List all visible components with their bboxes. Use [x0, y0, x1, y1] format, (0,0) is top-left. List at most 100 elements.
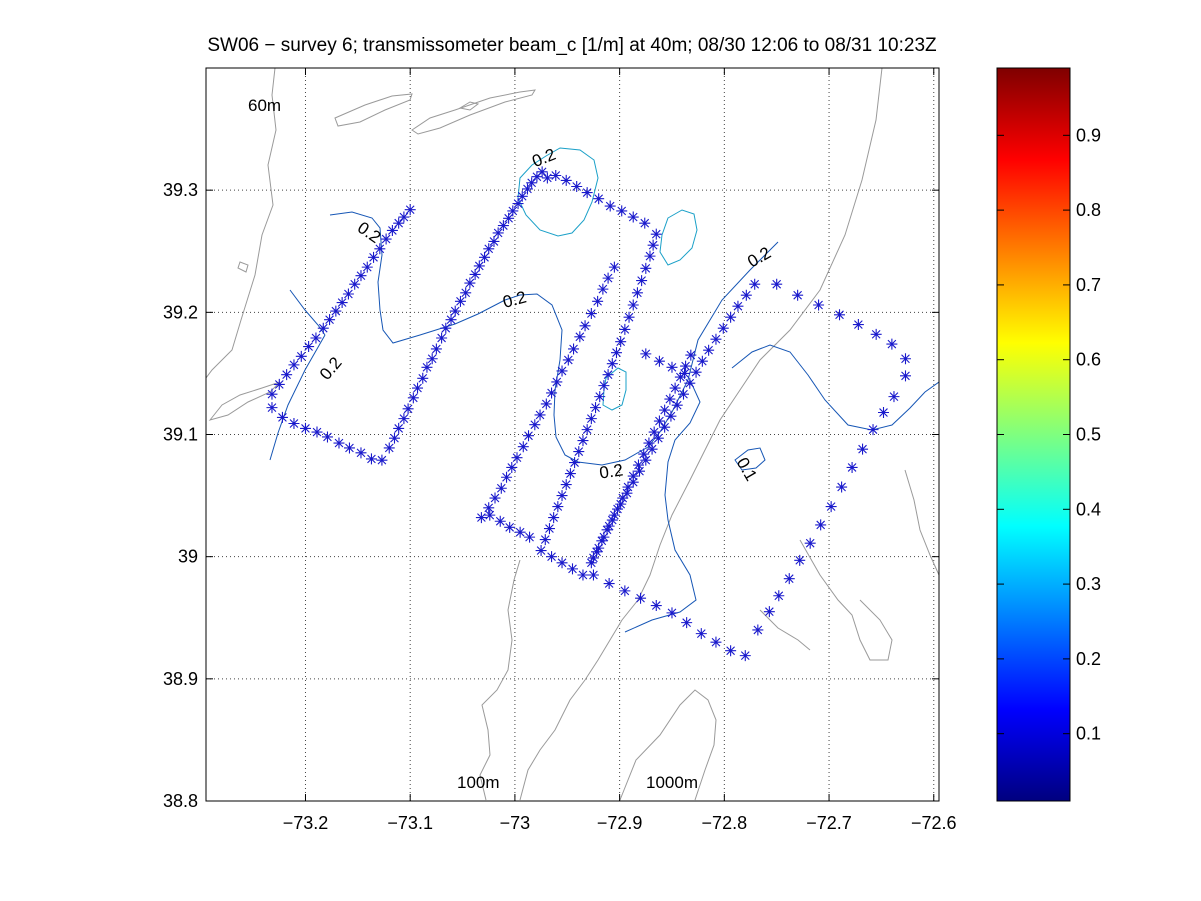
station-marker [888, 391, 900, 403]
station-marker [445, 314, 457, 326]
station-marker [602, 272, 614, 284]
station-marker [679, 367, 691, 379]
bathymetry-layer [206, 68, 939, 801]
x-tick-label: −72.7 [806, 813, 852, 833]
station-marker [608, 509, 620, 521]
station-marker [653, 415, 665, 427]
station-marker [501, 471, 513, 483]
station-marker [616, 205, 628, 217]
station-marker [666, 607, 678, 619]
station-marker [648, 426, 660, 438]
station-marker [333, 437, 345, 449]
station-marker [569, 457, 581, 469]
station-marker [556, 365, 568, 377]
station-marker [504, 521, 516, 533]
station-marker [615, 498, 627, 510]
station-marker [771, 278, 783, 290]
isobath-label-100m: 100m [457, 773, 500, 792]
colorbar [996, 67, 1071, 802]
station-marker [597, 283, 609, 295]
station-marker [596, 535, 608, 547]
contour-light-0-2 [602, 367, 627, 411]
station-marker [449, 305, 461, 317]
station-marker [541, 172, 553, 184]
station-marker [464, 277, 476, 289]
station-marker [652, 432, 664, 444]
station-marker [546, 387, 558, 399]
station-marker [552, 501, 564, 513]
station-marker [388, 432, 400, 444]
station-marker [763, 606, 775, 618]
station-marker [507, 205, 519, 217]
station-marker [659, 421, 671, 433]
station-marker [703, 344, 715, 356]
station-marker [594, 391, 606, 403]
station-marker [804, 537, 816, 549]
station-marker [581, 424, 593, 436]
station-marker [813, 299, 825, 311]
station-marker [794, 554, 806, 566]
station-marker [342, 288, 354, 300]
y-tick-label: 39 [178, 547, 198, 567]
canyon-contour [619, 689, 717, 801]
station-marker [749, 278, 761, 290]
station-marker [524, 531, 536, 543]
station-marker [579, 320, 591, 332]
station-marker [276, 411, 288, 423]
station-marker [646, 443, 658, 455]
station-marker [421, 361, 433, 373]
station-marker [567, 563, 578, 575]
station-marker [640, 454, 652, 466]
station-marker [556, 557, 568, 569]
station-marker [536, 166, 548, 178]
station-marker [732, 300, 744, 312]
station-marker [592, 295, 604, 307]
station-marker [717, 322, 729, 334]
shelf-fragment [237, 261, 249, 273]
station-marker [593, 542, 605, 554]
y-tick-label: 39.3 [163, 180, 198, 200]
y-tick-label: 39.2 [163, 302, 198, 322]
station-marker [680, 360, 692, 372]
station-marker [647, 239, 659, 251]
axes: −73.2 −73.1 −73 −72.9 −72.8 −72.7 −72.6 38.8 38.… [163, 68, 957, 833]
station-marker [494, 515, 506, 527]
station-marker [574, 331, 586, 343]
station-marker [619, 323, 631, 335]
station-marker [627, 476, 639, 488]
station-marker [349, 278, 361, 290]
station-marker [506, 461, 518, 473]
station-marker [492, 227, 504, 239]
y-tick-label: 38.9 [163, 669, 198, 689]
station-marker [273, 378, 285, 390]
station-marker [664, 393, 676, 405]
station-marker [585, 413, 597, 425]
station-marker [666, 361, 678, 373]
station-marker [288, 418, 300, 430]
station-marker [725, 645, 737, 657]
station-marker [695, 628, 707, 640]
chart-title: SW06 − survey 6; transmissometer beam_c … [207, 35, 937, 56]
station-marker [634, 465, 646, 477]
colorbar-tick-label: 0.7 [1076, 275, 1101, 295]
station-marker [581, 187, 593, 199]
station-marker [603, 578, 615, 590]
station-marker [577, 435, 589, 447]
station-marker [374, 243, 386, 255]
station-marker [512, 198, 524, 210]
colorbar-tick-label: 0.4 [1076, 499, 1101, 519]
station-marker [665, 410, 677, 422]
station-marker [836, 481, 848, 493]
station-marker [365, 453, 377, 465]
station-marker [606, 358, 618, 370]
slope-contour [904, 469, 939, 576]
station-marker [488, 235, 500, 247]
station-marker [783, 573, 795, 585]
station-marker [402, 403, 414, 415]
plot-area [206, 68, 939, 801]
colorbar-tick-label: 0.5 [1076, 425, 1101, 445]
station-marker [640, 262, 652, 274]
station-marker [404, 204, 416, 216]
station-marker [684, 377, 696, 389]
